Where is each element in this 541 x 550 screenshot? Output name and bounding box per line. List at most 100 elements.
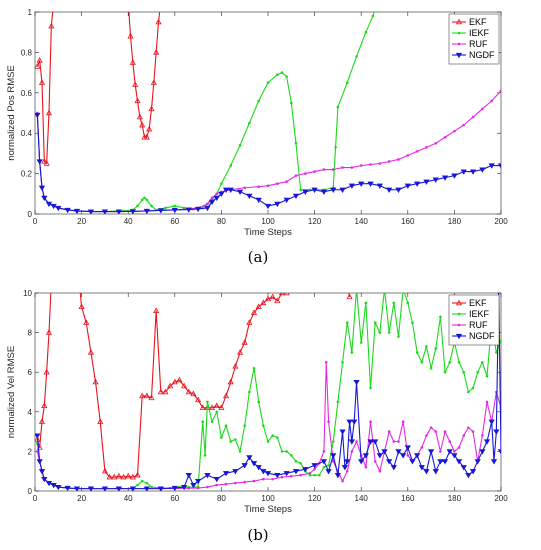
data-point-ekf <box>38 418 46 424</box>
data-point-ruf <box>303 172 307 175</box>
legend-label-iekf: IEKF <box>469 309 490 319</box>
y-tick-label: 0.6 <box>21 89 33 98</box>
data-point-ruf <box>448 440 452 443</box>
data-point-ruf <box>420 446 424 449</box>
data-point-ruf <box>271 477 274 481</box>
data-point-ekf <box>148 105 155 112</box>
figure-caption: (b) <box>247 526 268 544</box>
data-point-ekf <box>218 404 225 411</box>
data-point-ekf <box>139 392 146 399</box>
data-point-ruf <box>471 115 475 119</box>
data-point-ruf <box>243 186 246 190</box>
data-point-ngdf <box>101 486 109 491</box>
data-point-ngdf <box>241 463 248 469</box>
data-point-iekf <box>355 55 358 58</box>
data-point-ngdf <box>386 187 393 193</box>
data-point-ekf <box>176 376 183 383</box>
data-point-ruf <box>397 158 400 161</box>
data-point-iekf <box>476 370 480 374</box>
data-point-iekf <box>341 361 344 364</box>
data-point-ngdf <box>274 473 281 479</box>
y-tick-label: 10 <box>23 289 32 298</box>
data-point-ngdf <box>292 193 300 200</box>
data-point-ruf <box>467 426 470 429</box>
data-point-iekf <box>406 301 410 305</box>
data-point-ruf <box>322 450 326 453</box>
legend-marker-ngdf <box>455 52 463 59</box>
data-point-ruf <box>462 434 466 437</box>
data-point-ngdf <box>38 185 46 191</box>
data-point-ruf <box>313 170 316 173</box>
y-axis-label: normalized Vel RMSE <box>6 346 17 438</box>
y-tick-label: 0.8 <box>21 48 33 57</box>
data-point-ngdf <box>232 469 239 475</box>
data-point-ngdf <box>264 471 272 477</box>
data-point-ekf <box>185 388 192 395</box>
data-point-iekf <box>376 1 379 4</box>
series-ngdf <box>35 112 501 214</box>
data-point-ruf <box>434 142 438 145</box>
data-point-iekf <box>443 370 447 374</box>
data-point-ngdf <box>55 484 62 491</box>
x-tick-label: 60 <box>170 217 179 226</box>
data-point-iekf <box>201 420 205 424</box>
data-point-ngdf <box>302 467 309 473</box>
data-point-ruf <box>308 471 312 475</box>
y-axis-label: normalized Pos RMSE <box>6 65 17 161</box>
data-point-ngdf <box>157 208 164 214</box>
data-point-iekf <box>334 146 337 149</box>
data-point-ngdf <box>264 203 272 210</box>
data-point-iekf <box>481 361 484 364</box>
data-point-ruf <box>406 154 410 157</box>
data-point-ruf <box>285 180 288 183</box>
data-point-ngdf <box>381 449 388 455</box>
x-tick-label: 120 <box>308 217 322 226</box>
x-tick-label: 80 <box>217 217 226 226</box>
data-point-iekf <box>299 461 302 465</box>
data-point-ekf <box>167 382 174 389</box>
data-point-ngdf <box>497 449 501 455</box>
data-point-iekf <box>143 196 146 200</box>
data-point-ngdf <box>390 465 397 471</box>
data-point-iekf <box>499 339 501 342</box>
data-point-ruf <box>397 440 400 443</box>
data-point-iekf <box>402 288 405 291</box>
data-point-ekf <box>232 362 239 369</box>
x-tick-label: 20 <box>77 494 86 503</box>
data-point-ngdf <box>409 459 416 465</box>
data-point-iekf <box>145 481 149 485</box>
data-point-ngdf <box>246 455 253 461</box>
series-ekf <box>35 0 162 166</box>
data-point-ruf <box>206 202 209 206</box>
x-tick-label: 160 <box>401 217 415 226</box>
legend-label-ngdf: NGDF <box>469 331 495 341</box>
data-point-ngdf <box>255 197 262 204</box>
data-point-iekf <box>164 206 167 210</box>
data-point-iekf <box>420 361 424 364</box>
data-point-ruf <box>429 426 433 429</box>
data-point-ngdf <box>348 439 356 445</box>
y-tick-label: 2 <box>28 447 33 456</box>
legend-marker-ekf <box>455 299 463 306</box>
data-point-iekf <box>336 105 340 109</box>
y-tick-label: 4 <box>28 408 33 417</box>
data-point-ngdf <box>222 471 230 477</box>
data-point-ekf <box>143 392 150 399</box>
data-point-ngdf <box>465 473 472 479</box>
data-point-ruf <box>327 420 330 424</box>
data-point-ekf <box>132 81 139 87</box>
data-point-ngdf <box>87 209 95 214</box>
data-point-ruf <box>350 450 354 453</box>
data-point-iekf <box>276 436 279 439</box>
data-point-ekf <box>51 0 56 4</box>
data-point-ngdf <box>488 419 495 425</box>
data-point-ruf <box>443 135 447 139</box>
series-layer <box>35 288 501 491</box>
data-point-ngdf <box>488 163 495 169</box>
data-point-ngdf <box>446 449 453 455</box>
data-point-ekf <box>38 79 46 85</box>
data-point-ngdf <box>35 433 41 439</box>
data-point-ngdf <box>474 459 481 465</box>
x-tick-label: 180 <box>448 217 462 226</box>
